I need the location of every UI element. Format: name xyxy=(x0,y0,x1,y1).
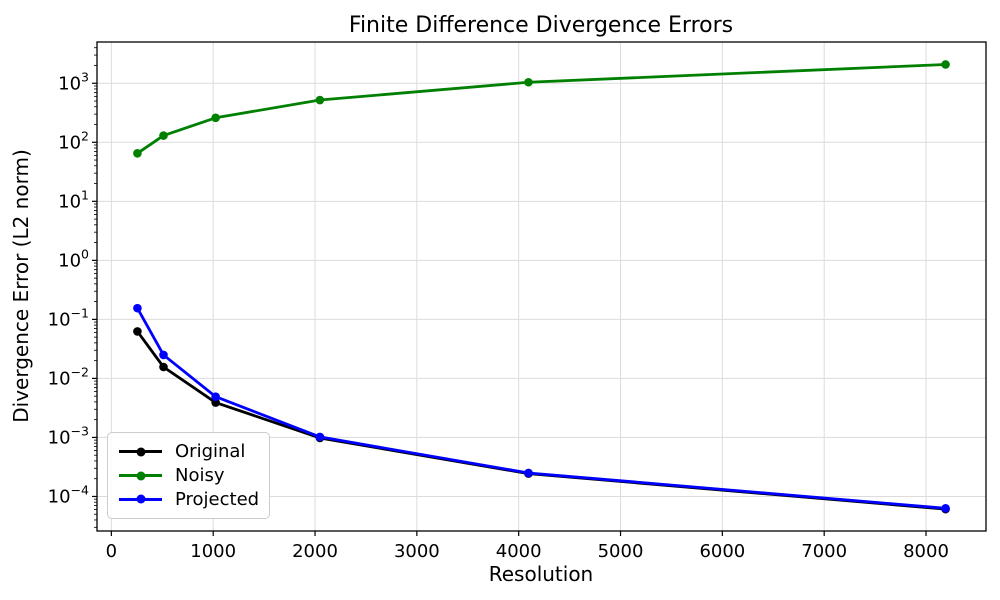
legend-line-sample xyxy=(119,471,162,480)
data-point-noisy xyxy=(524,77,533,87)
data-point-projected xyxy=(315,432,325,442)
y-tick-label: 10−3 xyxy=(48,423,89,448)
data-point-original xyxy=(133,327,142,336)
series-line-noisy xyxy=(136,63,946,155)
y-tick-label: 10−1 xyxy=(48,305,89,330)
x-tick-label: 8000 xyxy=(903,541,949,562)
y-tick-label: 10−4 xyxy=(48,482,89,507)
legend-item-projected: Projected xyxy=(119,487,260,511)
legend-marker-icon xyxy=(136,494,145,504)
data-point-noisy xyxy=(315,95,325,105)
x-axis-label: Resolution xyxy=(489,562,594,586)
legend-marker-icon xyxy=(136,471,145,480)
data-point-projected xyxy=(133,303,142,313)
chart-dynamic-layer: 0 1000 2000 3000 4000 5000 6000 7000 8000 103 102 1… xyxy=(48,41,987,562)
y-tick-label: 102 xyxy=(58,128,89,153)
y-tick-label: 101 xyxy=(58,187,89,212)
x-tick-label: 3000 xyxy=(394,541,440,562)
x-tick-label: 1000 xyxy=(190,541,236,562)
data-point-projected xyxy=(159,350,168,360)
legend-marker-icon xyxy=(136,447,145,457)
data-point-noisy xyxy=(159,131,168,140)
y-axis-label: Divergence Error (L2 norm) xyxy=(9,149,33,423)
x-tick-label: 0 xyxy=(106,541,117,562)
x-tick-label: 2000 xyxy=(292,541,338,562)
data-point-noisy xyxy=(211,113,220,123)
legend: Original Noisy Projected xyxy=(107,432,270,519)
x-tick-label: 6000 xyxy=(699,541,745,562)
y-tick-label: 103 xyxy=(58,69,89,94)
x-tick-label: 7000 xyxy=(801,541,847,562)
data-point-noisy xyxy=(133,149,142,158)
series-line-projected xyxy=(136,307,946,510)
plot-frame xyxy=(96,41,987,532)
x-tick-label: 5000 xyxy=(598,541,644,562)
chart-title: Finite Difference Divergence Errors xyxy=(349,13,733,38)
data-point-projected xyxy=(941,504,950,513)
legend-item-noisy: Noisy xyxy=(119,464,258,488)
legend-label: Original xyxy=(175,441,246,463)
x-tick-label: 4000 xyxy=(496,541,542,562)
y-tick-label: 10−2 xyxy=(48,364,89,389)
data-point-noisy xyxy=(941,60,950,69)
y-tick-label: 100 xyxy=(58,246,89,271)
legend-line-sample xyxy=(119,447,162,457)
legend-label: Projected xyxy=(175,488,260,510)
legend-item-original: Original xyxy=(119,440,258,464)
data-point-projected xyxy=(211,392,220,401)
data-point-original xyxy=(159,362,168,372)
data-point-projected xyxy=(524,468,533,478)
legend-line-sample xyxy=(119,494,162,504)
legend-label: Noisy xyxy=(175,465,225,486)
